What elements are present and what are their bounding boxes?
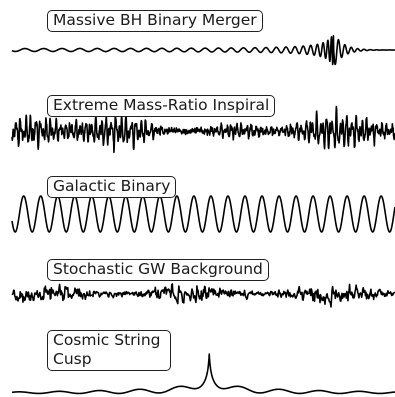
waveform-stochastic (11, 283, 395, 308)
label-emri: Extreme Mass-Ratio Inspiral (47, 95, 276, 117)
label-cosmic-string-cusp: Cosmic String Cusp (47, 330, 171, 371)
label-mbhb: Massive BH Binary Merger (47, 10, 263, 32)
label-galactic-binary: Galactic Binary (47, 176, 177, 198)
waveform-galactic-binary (11, 195, 395, 233)
waveform-cosmic-string-cusp (11, 353, 395, 395)
waveform-mbhb (11, 34, 395, 66)
waveform-emri (11, 105, 395, 154)
label-stochastic-background: Stochastic GW Background (47, 259, 269, 281)
